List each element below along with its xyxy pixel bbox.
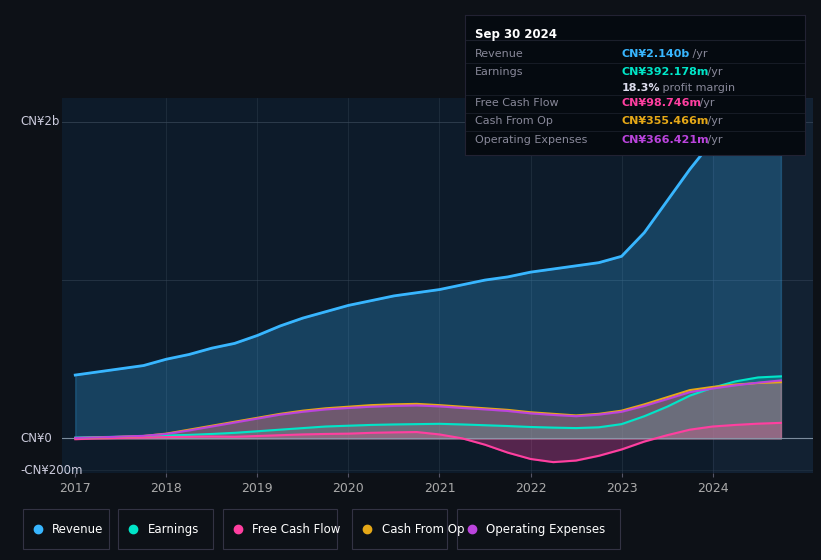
Text: Operating Expenses: Operating Expenses <box>486 522 605 536</box>
Text: /yr: /yr <box>704 134 722 144</box>
Text: CN¥366.421m: CN¥366.421m <box>621 134 709 144</box>
Text: Cash From Op: Cash From Op <box>382 522 464 536</box>
Text: /yr: /yr <box>689 49 707 59</box>
Bar <box>118 509 213 549</box>
Text: Free Cash Flow: Free Cash Flow <box>252 522 341 536</box>
Text: CN¥355.466m: CN¥355.466m <box>621 116 709 127</box>
Text: Earnings: Earnings <box>475 67 524 77</box>
Text: CN¥2.140b: CN¥2.140b <box>621 49 690 59</box>
Text: Cash From Op: Cash From Op <box>475 116 553 127</box>
Text: profit margin: profit margin <box>658 83 735 93</box>
Text: Earnings: Earnings <box>148 522 199 536</box>
Bar <box>456 509 620 549</box>
Text: Revenue: Revenue <box>53 522 103 536</box>
Bar <box>713 98 813 473</box>
Text: CN¥0: CN¥0 <box>21 432 52 445</box>
Text: CN¥392.178m: CN¥392.178m <box>621 67 709 77</box>
Bar <box>352 509 447 549</box>
Text: /yr: /yr <box>696 98 715 108</box>
Text: /yr: /yr <box>704 67 722 77</box>
Text: Free Cash Flow: Free Cash Flow <box>475 98 559 108</box>
Bar <box>222 509 337 549</box>
Text: Revenue: Revenue <box>475 49 524 59</box>
Text: CN¥2b: CN¥2b <box>21 115 60 128</box>
Text: Operating Expenses: Operating Expenses <box>475 134 588 144</box>
Text: Sep 30 2024: Sep 30 2024 <box>475 27 557 41</box>
Text: -CN¥200m: -CN¥200m <box>21 464 83 477</box>
Text: 18.3%: 18.3% <box>621 83 660 93</box>
Text: /yr: /yr <box>704 116 722 127</box>
Bar <box>23 509 109 549</box>
Text: CN¥98.746m: CN¥98.746m <box>621 98 701 108</box>
